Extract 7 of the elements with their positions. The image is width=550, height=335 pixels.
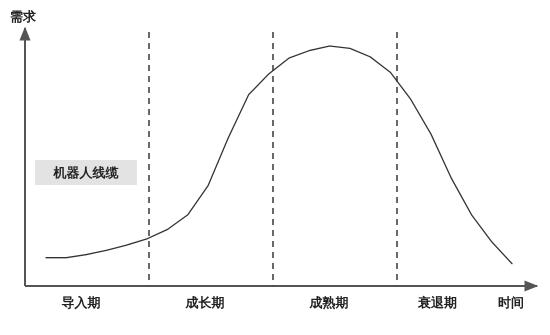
text: 成长期 [184,296,224,311]
text: 成熟期 [308,295,348,311]
text: 导入期 [62,295,100,311]
x-axis-title: 时间 [498,296,524,311]
y-axis-title: 需求 [10,9,37,25]
text: 衰退期 [417,295,457,311]
text: 机器人线缆 [52,166,120,181]
